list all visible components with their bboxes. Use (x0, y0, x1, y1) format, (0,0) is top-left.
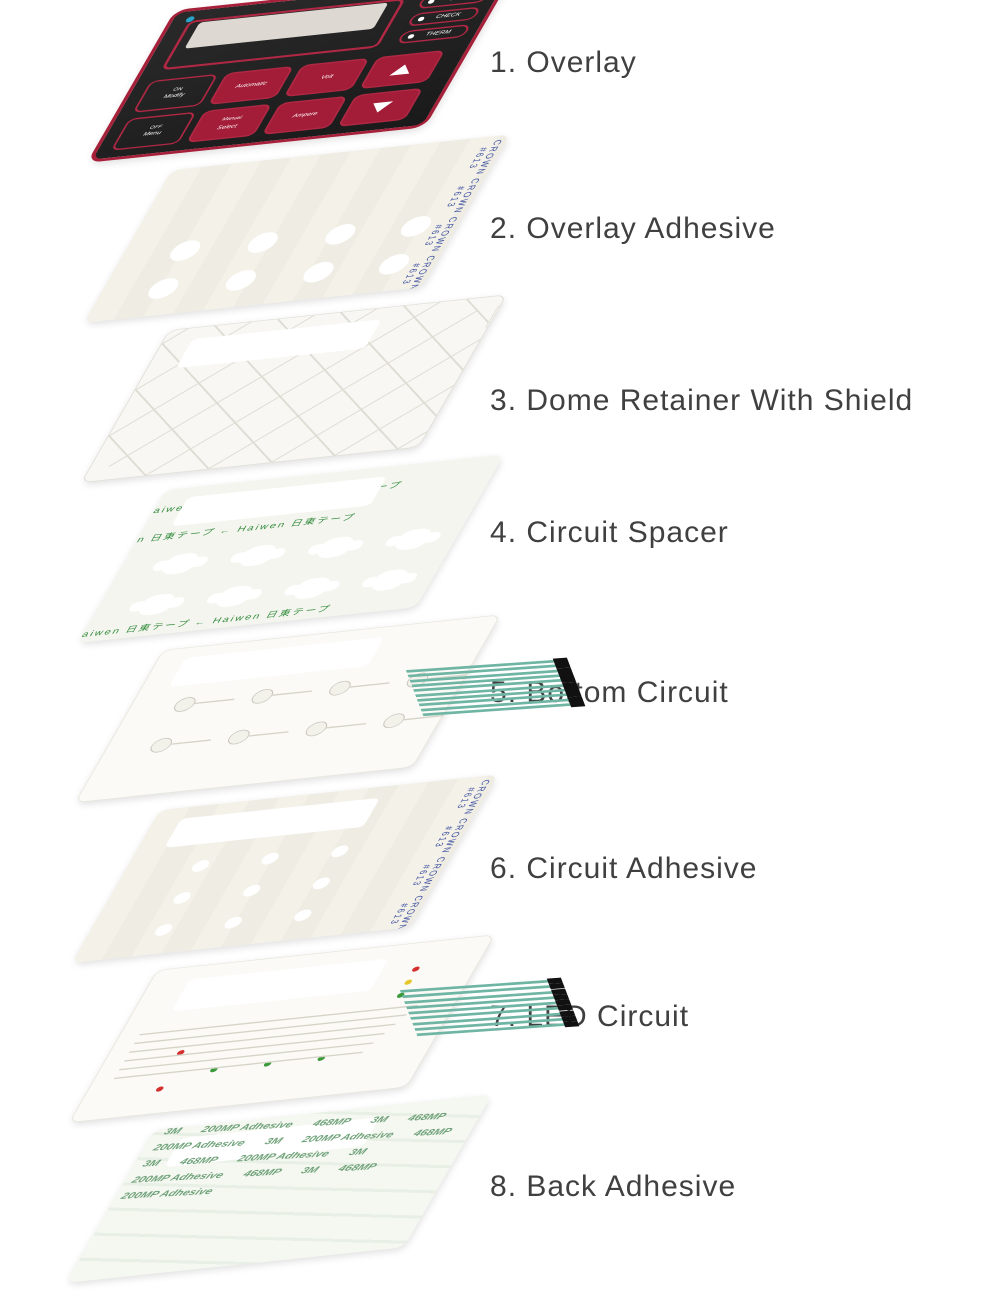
keypad-button: ManualSelect (186, 104, 272, 143)
layer-circuit-adhesive: CROWN #613CROWN #613CROWN #613CROWN #613… (72, 774, 498, 962)
label-2: 2. Overlay Adhesive (490, 212, 776, 246)
layer-dome-retainer (81, 294, 507, 482)
keypad-button: Ampere (262, 96, 348, 135)
keypad-button (337, 88, 423, 127)
layer-circuit-spacer: Haiwen 日東テープ ← Haiwen 日東テープHaiwen 日東テープ … (78, 454, 504, 642)
label-6: 6. Circuit Adhesive (490, 852, 757, 886)
side-button-therm: THERM (396, 24, 471, 44)
side-button-check: CHECK (406, 6, 481, 26)
exploded-diagram: 1. Overlay 2. Overlay Adhesive 3. Dome R… (0, 0, 1000, 1315)
keypad-button: Volt (284, 58, 370, 97)
side-button-line: LINE (416, 0, 491, 9)
layer-bottom-circuit (75, 614, 501, 802)
layer-overlay-adhesive: CROWN #613CROWN #613CROWN #613CROWN #613… (84, 134, 510, 322)
layer-back-adhesive: 3M200MP Adhesive468MP3M468MP200MP Adhesi… (66, 1094, 492, 1282)
keypad-button (359, 50, 445, 89)
keypad-button: Automatic (208, 66, 294, 105)
keypad-button: ONModify (132, 74, 218, 113)
keypad-button: OFFMenu (111, 112, 197, 151)
label-8: 8. Back Adhesive (490, 1170, 736, 1204)
layer-led-circuit (69, 934, 495, 1122)
label-4: 4. Circuit Spacer (490, 516, 729, 550)
label-1: 1. Overlay (490, 46, 637, 80)
label-3: 3. Dome Retainer With Shield (490, 384, 913, 418)
layer-overlay: LINECHECKTHERM ONModifyAutomaticVolt OFFMe… (87, 0, 513, 163)
